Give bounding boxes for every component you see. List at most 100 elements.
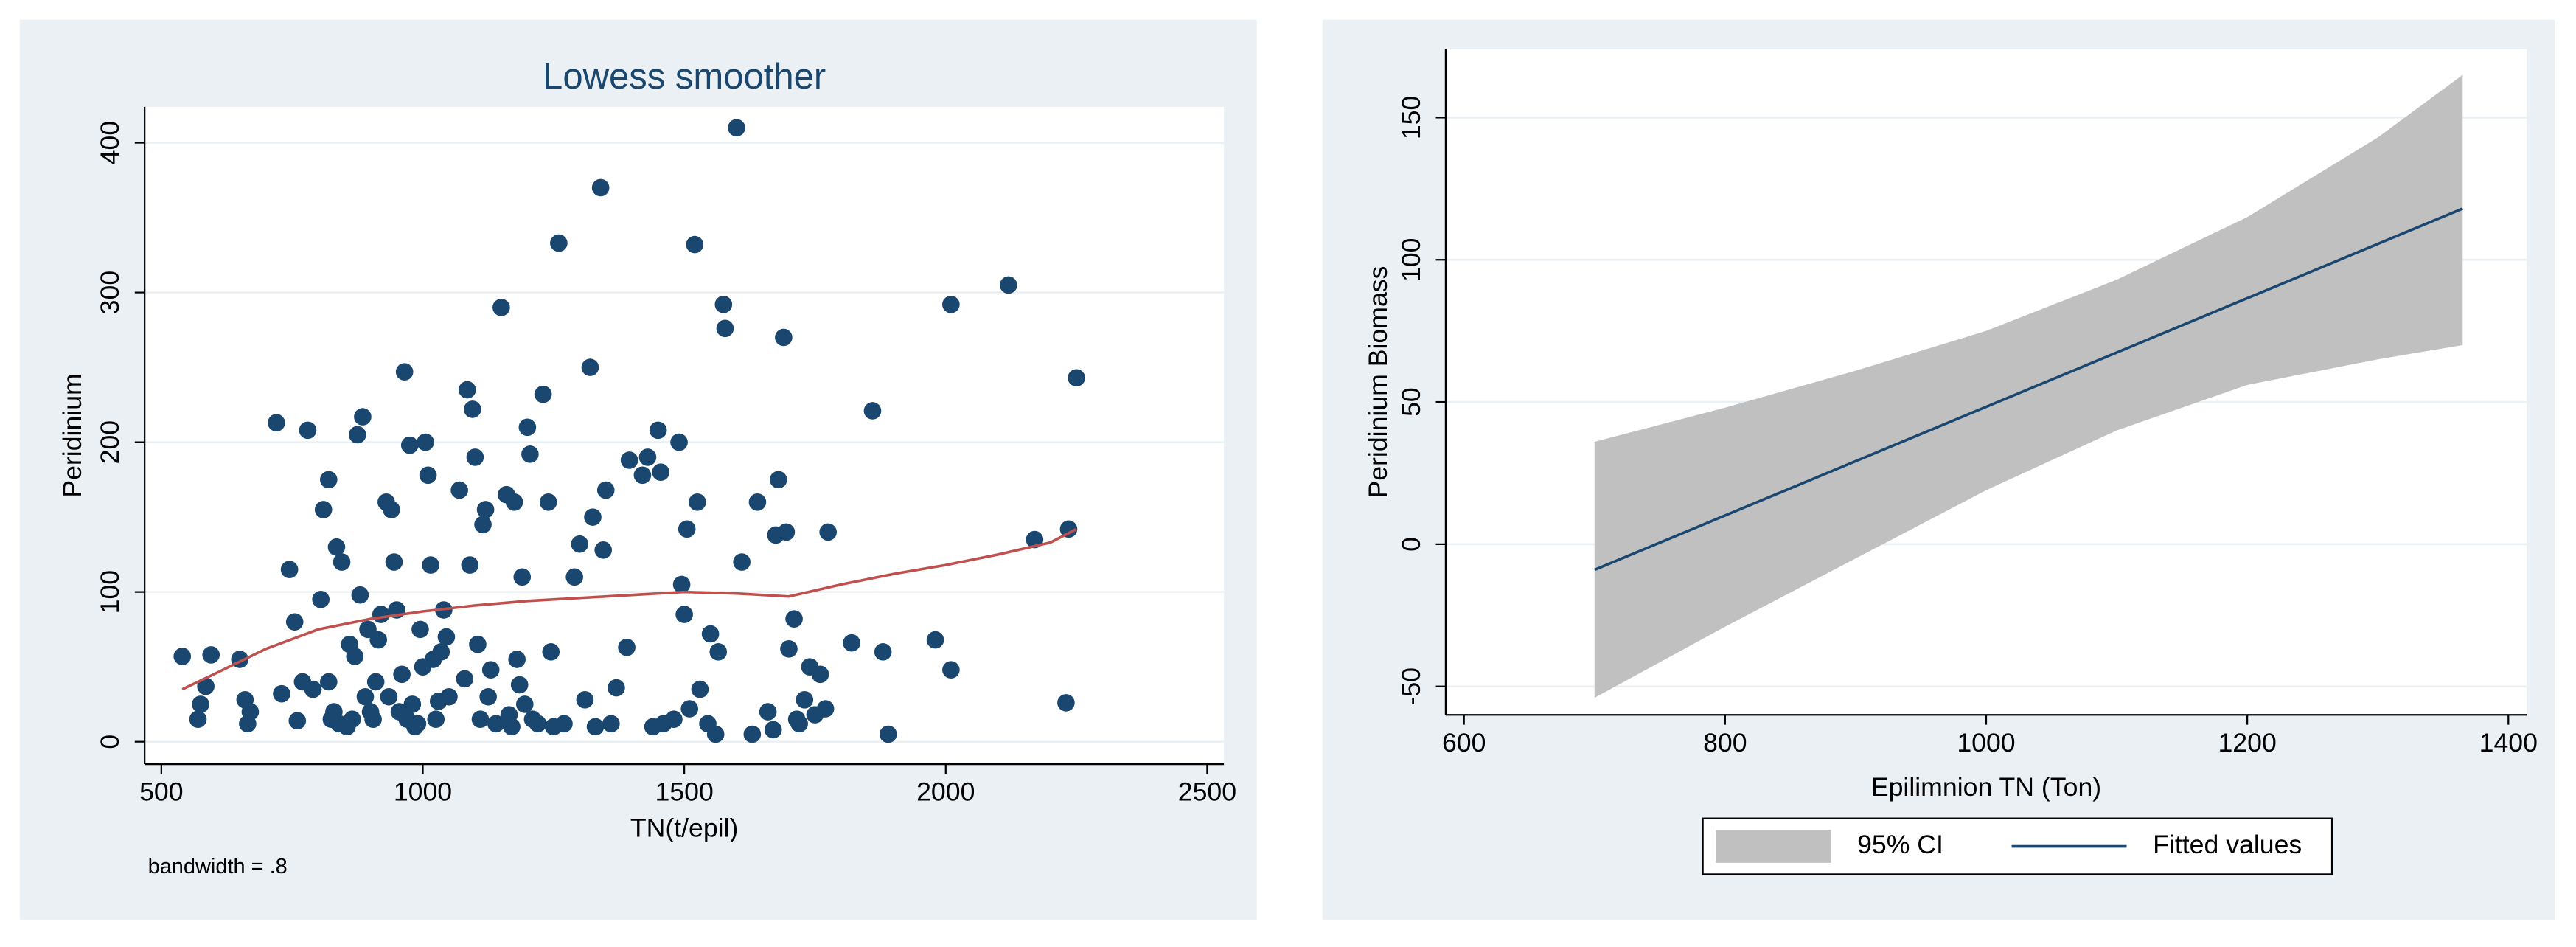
point [508, 651, 526, 668]
point [670, 433, 688, 451]
point [241, 703, 260, 721]
point [942, 661, 960, 679]
point [393, 665, 411, 684]
point [620, 451, 638, 469]
point [173, 648, 192, 665]
point [440, 687, 458, 706]
point [400, 436, 419, 454]
legend-swatch [1716, 830, 1831, 863]
point [351, 586, 369, 604]
point [285, 613, 304, 631]
point [539, 493, 557, 511]
point [874, 643, 892, 661]
legend-label: 95% CI [1857, 830, 1943, 859]
point [716, 319, 734, 338]
point [602, 715, 620, 733]
point [280, 561, 299, 578]
point [408, 715, 427, 733]
point [555, 715, 573, 733]
point [474, 516, 492, 534]
y-axis-label: Peridinium [58, 373, 87, 497]
point [733, 553, 751, 571]
point [796, 691, 814, 709]
point [565, 568, 583, 586]
point [591, 178, 610, 197]
line [1594, 207, 2463, 572]
point [481, 661, 500, 679]
x-tick-label: 2500 [1178, 777, 1236, 807]
point [450, 481, 468, 499]
point [469, 635, 487, 653]
point [689, 493, 706, 511]
point [1059, 520, 1078, 538]
point [618, 638, 636, 656]
point [385, 553, 403, 571]
point [343, 710, 361, 729]
point [202, 646, 220, 664]
y-tick-label: 100 [1396, 237, 1426, 281]
point [273, 684, 290, 703]
point [461, 556, 479, 574]
annotation: bandwidth = .8 [148, 855, 288, 878]
point [513, 568, 532, 586]
x-tick-label: 800 [1703, 728, 1747, 757]
point [790, 715, 808, 733]
point [403, 695, 422, 713]
point [680, 700, 699, 718]
point [709, 643, 728, 661]
x-tick-label: 500 [139, 777, 183, 807]
point [268, 414, 285, 432]
x-tick-label: 1400 [2479, 728, 2538, 757]
chart-title: Lowess smoother [543, 57, 826, 97]
point [320, 471, 338, 489]
point [675, 606, 693, 623]
point [550, 234, 568, 252]
y-tick-label: -50 [1396, 667, 1426, 706]
line [181, 527, 1077, 691]
y-tick-label: 50 [1396, 387, 1426, 417]
point [594, 541, 613, 559]
point [411, 620, 429, 639]
x-tick-label: 600 [1442, 728, 1486, 757]
legend-label: Fitted values [2153, 830, 2302, 859]
point [529, 715, 547, 733]
point [785, 610, 803, 628]
point [743, 725, 762, 743]
point [521, 445, 539, 463]
point [701, 625, 720, 643]
x-tick-label: 1200 [2218, 728, 2276, 757]
point [380, 687, 398, 706]
point [1000, 276, 1017, 294]
y-tick-label: 200 [95, 420, 125, 464]
point [304, 680, 322, 698]
point [816, 700, 835, 718]
point [476, 501, 495, 518]
point [366, 673, 385, 691]
point [691, 680, 709, 698]
point [672, 575, 691, 594]
point [299, 421, 317, 440]
point [942, 296, 960, 313]
point [417, 433, 434, 451]
point [492, 299, 510, 316]
point [320, 673, 338, 691]
point [777, 523, 796, 541]
point [706, 725, 725, 743]
point [419, 466, 437, 485]
point [764, 721, 782, 739]
point [678, 520, 696, 538]
y-tick-label: 150 [1396, 96, 1426, 139]
x-axis-label: Epilimnion TN (Ton) [1871, 772, 2101, 802]
point [515, 695, 534, 713]
x-axis-label: TN(t/epil) [630, 814, 739, 843]
y-tick-label: 100 [95, 570, 125, 614]
point [811, 665, 829, 684]
point [383, 501, 400, 518]
point [197, 677, 215, 695]
point [775, 328, 793, 347]
point [364, 710, 382, 729]
point [926, 631, 944, 649]
x-tick-label: 2000 [916, 777, 975, 807]
